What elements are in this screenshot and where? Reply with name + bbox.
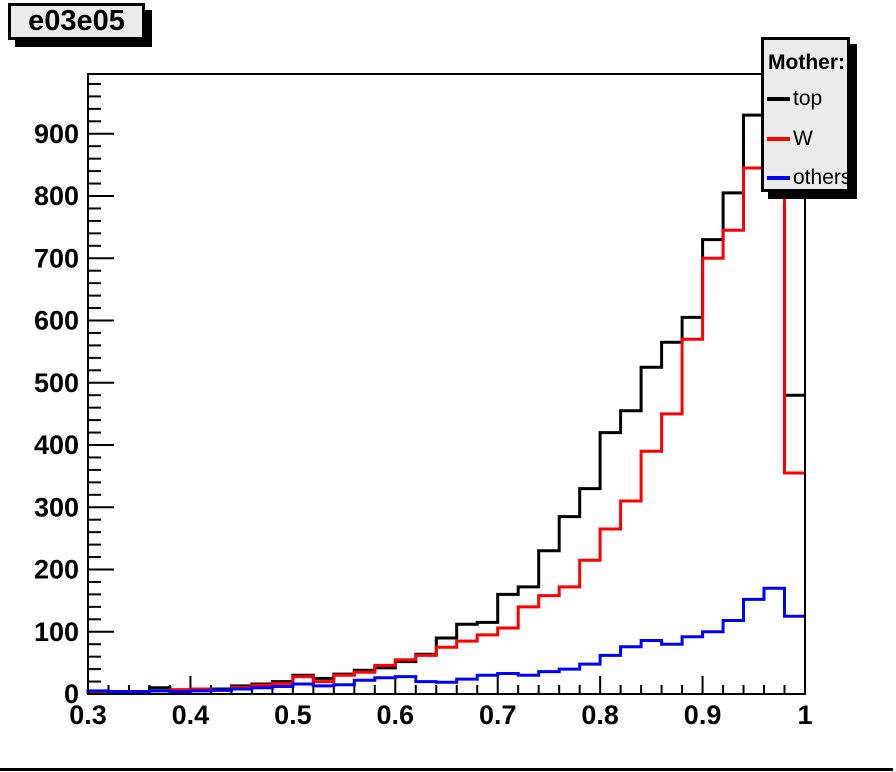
x-tick-label: 0.6 [377, 700, 415, 730]
legend-label: top [793, 87, 823, 110]
x-axis: 0.3 0.4 0.5 0.6 0.7 0.8 0.9 1 [69, 676, 813, 730]
y-tick-label: 0 [64, 679, 79, 709]
legend-line-black-icon [767, 97, 790, 101]
x-tick-label: 0.4 [172, 700, 210, 730]
plot-title: e03e05 [28, 5, 125, 37]
series-others-line [86, 586, 805, 694]
legend-header: Mother: [768, 51, 845, 74]
legend-label: W [793, 127, 813, 150]
x-tick-label: 1 [797, 700, 812, 730]
legend-line-blue-icon [767, 176, 790, 180]
legend-entry-w: W [767, 127, 813, 150]
title-box: e03e05 [8, 3, 145, 40]
x-tick-label: 0.9 [684, 700, 722, 730]
plot-frame [87, 73, 806, 695]
legend-entry-others: others [767, 166, 852, 189]
y-tick-label: 100 [34, 617, 79, 647]
y-tick-label: 800 [34, 181, 79, 211]
legend-label: others [793, 166, 852, 189]
x-tick-label: 0.8 [581, 700, 619, 730]
y-tick-label: 900 [34, 119, 79, 149]
y-tick-label: 500 [34, 368, 79, 398]
x-tick-label: 0.3 [69, 700, 107, 730]
y-tick-label: 300 [34, 492, 79, 522]
window-edge-line [0, 768, 893, 771]
y-tick-label: 400 [34, 430, 79, 460]
x-tick-label: 0.7 [479, 700, 517, 730]
y-axis: 0 100 200 300 400 500 600 700 800 900 [34, 82, 114, 709]
y-tick-label: 600 [34, 306, 79, 336]
x-tick-label: 0.5 [274, 700, 312, 730]
y-tick-label: 700 [34, 243, 79, 273]
series-W-line [86, 166, 805, 695]
y-tick-label: 200 [34, 555, 79, 585]
legend-entry-top: top [767, 87, 823, 110]
series-top-line [86, 107, 805, 695]
legend-line-red-icon [767, 137, 790, 141]
legend: Mother: top W others [761, 37, 852, 192]
